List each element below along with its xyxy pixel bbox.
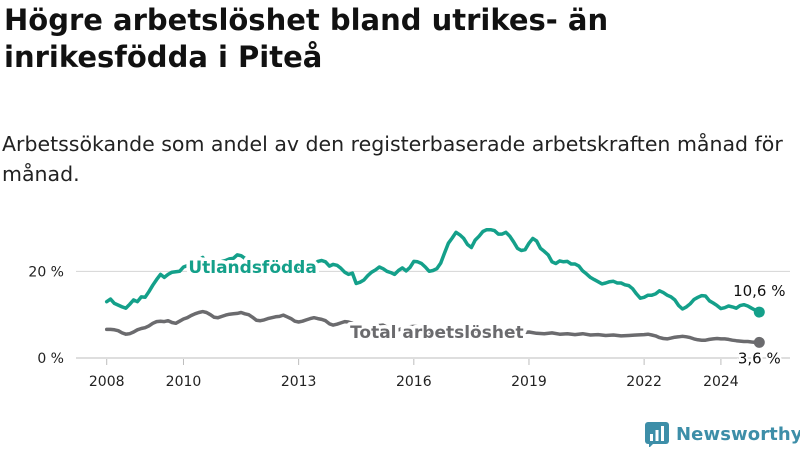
- y-tick-label: 0 %: [37, 351, 64, 367]
- brand-name: Newsworthy: [676, 423, 800, 445]
- series-line: [104, 309, 762, 345]
- x-tick-label: 2024: [703, 374, 739, 390]
- end-value-label: 3,6 %: [738, 349, 781, 367]
- chart-subtitle: Arbetssökande som andel av den registerb…: [2, 132, 783, 186]
- x-tick-label: 2013: [281, 374, 317, 390]
- chart-title: Högre arbetslöshet bland utrikes- än inr…: [4, 3, 609, 74]
- end-point-marker: [753, 336, 765, 348]
- series-line: [104, 227, 762, 314]
- brand-logo: Newsworthy: [644, 420, 800, 448]
- newsworthy-logo-icon: [645, 422, 669, 447]
- series-label: Total arbetslöshet: [350, 323, 524, 343]
- x-tick-label: 2019: [511, 374, 547, 390]
- x-tick-label: 2016: [396, 374, 432, 390]
- series-label: Utlandsfödda: [188, 258, 317, 278]
- y-tick-label: 20 %: [28, 264, 64, 280]
- end-point-marker: [753, 306, 765, 318]
- x-tick-label: 2008: [89, 374, 125, 390]
- end-value-label: 10,6 %: [733, 282, 785, 300]
- x-tick-label: 2010: [166, 374, 202, 390]
- x-tick-label: 2022: [626, 374, 662, 390]
